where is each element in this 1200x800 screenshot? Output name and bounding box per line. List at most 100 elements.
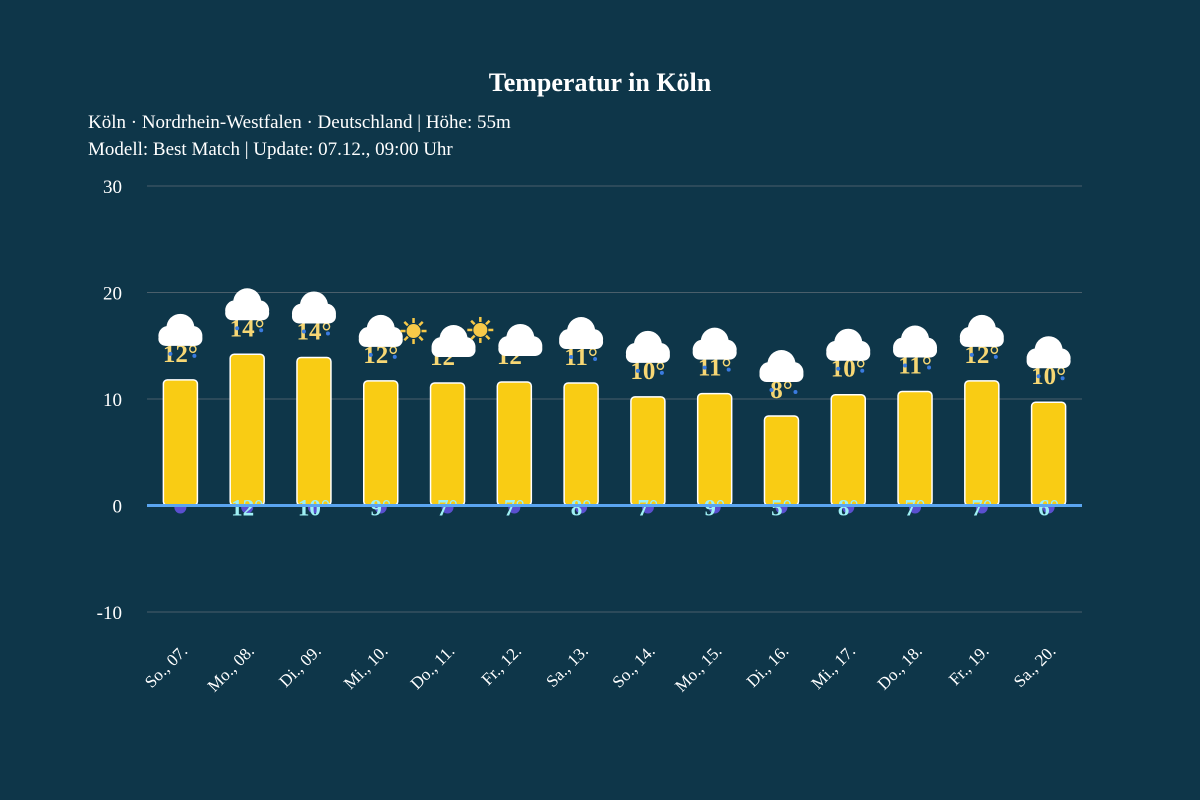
y-tick-label: 30 [103,177,122,198]
cloud-rain-icon [291,291,336,336]
min-temp-label: 6° [1038,496,1059,521]
temperature-bar [429,382,466,507]
cloud-part [759,368,804,383]
sun-ray [485,334,491,341]
x-tick-label: So., 07. [141,641,191,691]
cloud-part [358,332,403,347]
cloud-rain-icon [1026,336,1071,381]
temperature-bar [964,380,1000,507]
temperature-bar [763,415,800,507]
sun-ray [418,320,424,327]
chart-title: Temperatur in Köln [488,68,712,97]
rain-drop [259,328,264,333]
y-tick-label: 20 [103,284,122,305]
x-tick-label: Fr., 19. [945,641,993,689]
sun-ray [470,334,476,341]
sun-ray [418,335,424,342]
rain-drop [569,355,574,360]
min-temp-label: 9° [704,496,725,521]
rain-drop [325,331,330,336]
cloud-rain-icon [959,314,1004,359]
cloud-part [431,343,476,358]
rain-drop [927,365,932,370]
y-tick-label: -10 [97,603,122,624]
x-tick-label: Di., 16. [743,641,792,690]
min-temp-label: 7° [638,496,659,521]
y-tick-label: 10 [103,390,122,411]
cloud-rain-icon [893,325,938,370]
cloud-part [826,346,871,361]
sun-core [406,324,421,339]
cloud-part [225,306,270,321]
sun-ray [403,320,409,327]
cloud-part [559,335,604,350]
model-subtitle: Modell: Best Match | Update: 07.12., 09:… [88,139,453,160]
min-temp-label: 8° [571,496,592,521]
location-subtitle: Köln · Nordrhein-Westfalen · Deutschland… [88,112,511,133]
rain-drop [168,351,173,356]
sun-ray [470,319,476,326]
min-temp-label: 10° [298,496,330,521]
cloud-rain-icon [625,330,670,375]
rain-drop [368,352,373,357]
rain-drop [392,354,397,359]
rain-drop [836,366,841,371]
cloud-rain-icon [158,313,203,358]
cloud-part [291,309,336,324]
min-temp-label: 8° [838,496,859,521]
cloud-part [498,341,543,356]
temperature-bar [563,382,599,507]
cloud-rain-icon [559,317,604,362]
min-temp-label: 7° [437,496,458,521]
temperature-bar [296,356,332,507]
temperature-bar [630,396,666,507]
temperature-bar [363,380,399,507]
rain-drop [301,329,306,334]
temperature-bar [830,393,866,507]
rain-drop [635,368,640,373]
sun-cloud-icon [400,318,476,358]
x-tick-label: Mo., 08. [204,641,258,695]
x-tick-label: Sa., 13. [542,641,591,690]
rain-drop [593,357,598,362]
cloud-rain-icon [225,288,270,333]
rain-drop [969,352,974,357]
min-temp-label: 7° [905,496,926,521]
x-tick-label: Do., 11. [407,641,459,693]
x-tick-label: Mi., 10. [340,641,392,693]
min-temp-label: 5° [771,496,792,521]
x-tick-label: So., 14. [609,641,659,691]
rain-drop [903,363,908,368]
rain-drop [793,390,798,395]
rain-drop [860,368,865,373]
x-tick-label: Mi., 17. [808,641,860,693]
rain-drop [1060,376,1065,381]
min-temp-label: 9° [370,496,391,521]
rain-drop [702,365,707,370]
min-temp-label: 7° [971,496,992,521]
x-tick-label: Fr., 12. [478,641,526,689]
rain-drop [1036,374,1041,379]
temperature-bar [496,381,533,507]
sun-ray [485,319,491,326]
min-temp-label: 7° [504,496,525,521]
cloud-part [625,348,670,363]
cloud-rain-icon [692,327,737,372]
x-tick-label: Do., 18. [874,641,926,693]
rain-drop [235,326,240,331]
temperature-bar [162,379,199,507]
x-tick-label: Di., 09. [275,641,324,690]
sun-core [473,322,488,337]
x-tick-label: Mo., 15. [671,641,725,695]
temperature-bar [696,392,733,507]
rain-drop [192,353,197,358]
cloud-part [893,343,938,358]
sun-ray [403,335,409,342]
cloud-part [1026,354,1071,369]
cloud-part [158,331,203,346]
min-temp-label: 12° [231,496,263,521]
rain-drop [769,388,774,393]
sun-cloud-icon [467,316,543,356]
rain-drop [993,354,998,359]
